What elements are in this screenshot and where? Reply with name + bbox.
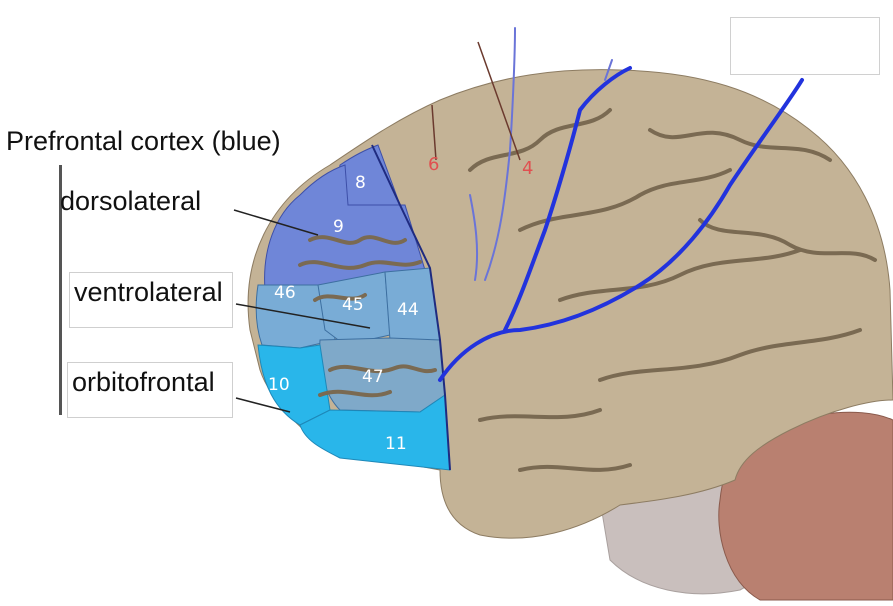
label-ventrolateral: ventrolateral xyxy=(69,272,233,328)
label-orbitofrontal: orbitofrontal xyxy=(67,362,233,418)
sulci xyxy=(298,108,877,472)
region-11 xyxy=(299,394,451,471)
area-label-44: 44 xyxy=(397,300,419,320)
motor-label-6: 6 xyxy=(428,154,439,175)
label-dorsolateral: dorsolateral xyxy=(60,186,202,216)
region-bracket xyxy=(59,165,62,415)
region-borders xyxy=(371,144,451,471)
area-label-9: 9 xyxy=(333,217,344,237)
empty-label-box xyxy=(730,17,880,75)
area-label-46: 46 xyxy=(274,283,296,303)
area-label-45: 45 xyxy=(342,295,364,315)
motor-label-4: 4 xyxy=(522,158,533,179)
diagram-title: Prefrontal cortex (blue) xyxy=(6,126,281,156)
area-label-8: 8 xyxy=(355,173,366,193)
region-10 xyxy=(257,344,331,426)
area-label-47: 47 xyxy=(362,367,384,387)
pointer-lines xyxy=(233,41,521,413)
area-label-11: 11 xyxy=(385,434,407,454)
area-label-10: 10 xyxy=(268,375,290,395)
blood-vessels xyxy=(438,27,804,382)
